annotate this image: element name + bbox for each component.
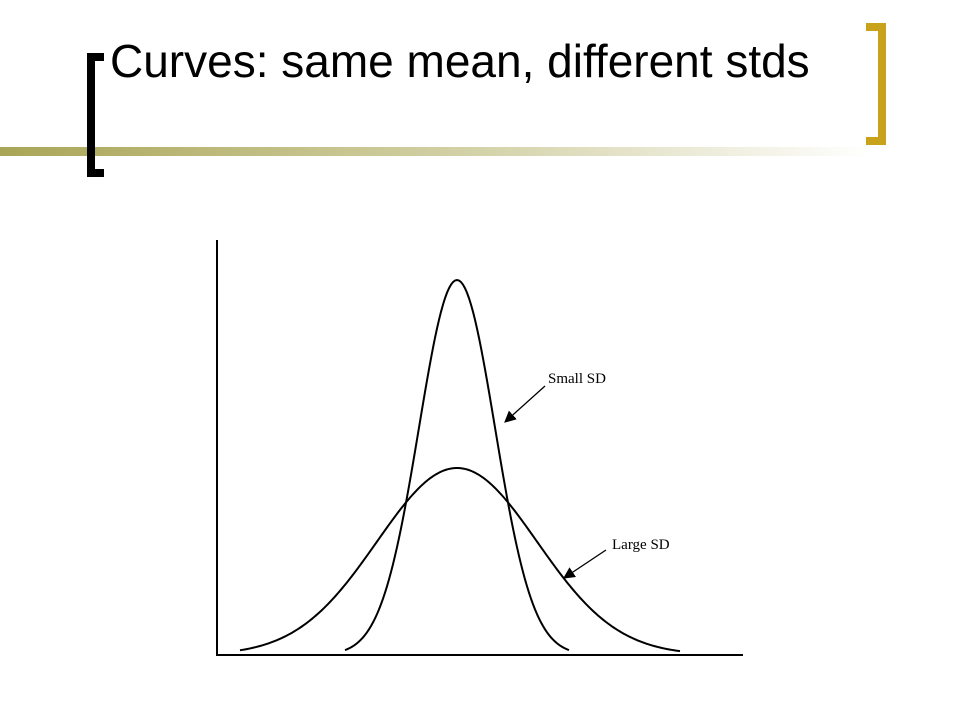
arrow — [563, 549, 607, 579]
arrow — [504, 385, 546, 423]
slide-title: Curves: same mean, different stds — [110, 35, 810, 87]
annotation: Small SD — [548, 371, 606, 387]
right-bracket — [866, 23, 886, 145]
small-sd-curve — [344, 278, 570, 652]
left-bracket — [87, 53, 104, 177]
large-sd-curve — [239, 467, 681, 653]
annotation: Large SD — [612, 537, 670, 553]
title-underline — [0, 147, 870, 156]
